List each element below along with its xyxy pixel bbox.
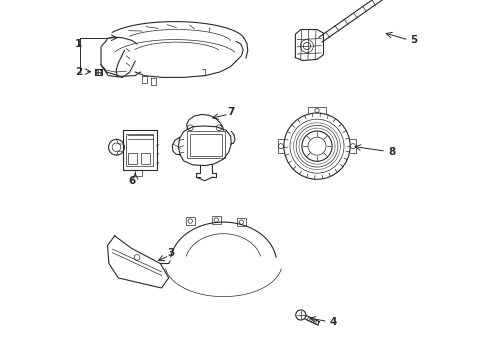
Bar [128, 153, 137, 164]
Text: 7: 7 [228, 107, 235, 117]
Bar [122, 130, 157, 170]
Text: 4: 4 [330, 317, 337, 327]
Text: 1: 1 [75, 39, 82, 49]
Text: 5: 5 [411, 35, 418, 45]
Bar [187, 131, 225, 158]
Bar [186, 217, 195, 225]
Bar [212, 216, 221, 224]
Bar [126, 134, 153, 166]
Text: 8: 8 [388, 147, 395, 157]
Text: 2: 2 [75, 67, 82, 77]
Bar [190, 134, 222, 156]
Text: 6: 6 [128, 176, 135, 186]
Text: 3: 3 [167, 248, 174, 258]
Bar [237, 218, 246, 226]
Bar [141, 153, 149, 164]
